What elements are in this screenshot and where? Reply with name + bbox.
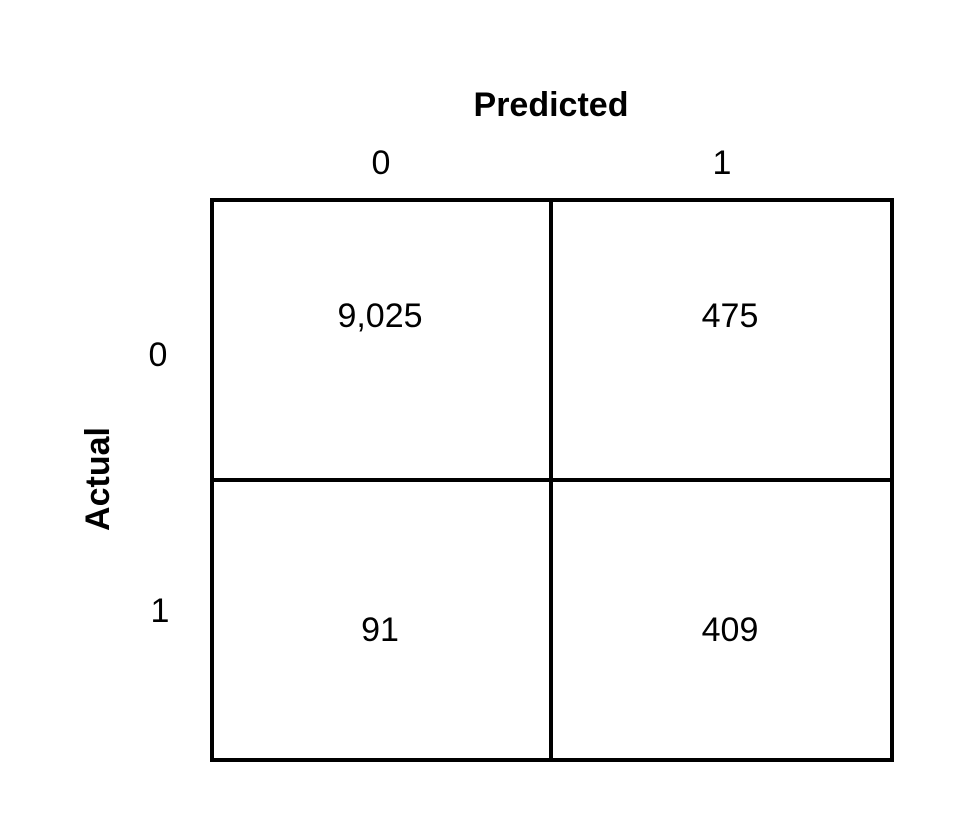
actual-axis-title: Actual xyxy=(79,427,117,531)
cell-actual-1-predicted-0: 91 xyxy=(361,611,399,649)
cell-actual-0-predicted-0: 9,025 xyxy=(337,297,423,335)
row-label-0: 0 xyxy=(148,336,168,374)
cell-actual-1-predicted-1: 409 xyxy=(701,611,759,649)
matrix-horizontal-divider xyxy=(210,478,894,482)
predicted-axis-title: Predicted xyxy=(473,86,629,124)
row-label-1: 1 xyxy=(150,592,170,630)
cell-actual-0-predicted-1: 475 xyxy=(701,297,759,335)
column-label-1: 1 xyxy=(712,144,732,182)
column-label-0: 0 xyxy=(371,144,391,182)
